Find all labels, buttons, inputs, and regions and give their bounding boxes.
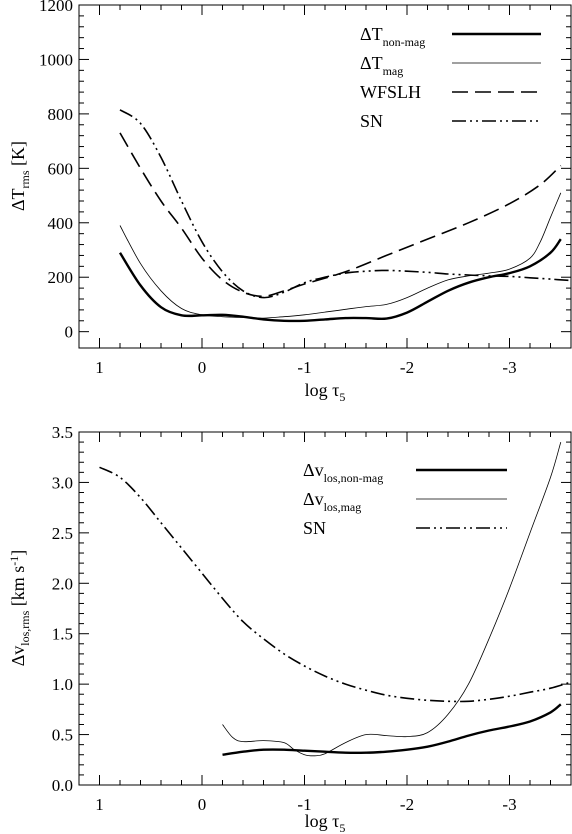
x-tick-label: 1 [95,795,104,814]
x-tick-label: 0 [198,358,207,377]
y-tick-label: 1000 [39,50,73,69]
y-tick-label: 0.0 [52,776,73,795]
y-tick-label: 0.5 [52,726,73,745]
legend-label-2: SN [303,518,326,538]
y-tick-label: 200 [48,268,74,287]
x-axis-title: log τ5 [305,811,346,834]
series-line-2 [119,132,562,298]
legend-label-0: Δvlos,non-mag [303,460,383,485]
x-tick-label: -3 [502,795,516,814]
y-tick-label: 1.5 [52,625,73,644]
ticks: 1 0 -1 -2 -3 0 200 400 600 800 1000 1200 [39,0,571,377]
x-tick-label: -2 [400,795,414,814]
legend: ΔTnon-mag ΔTmag WFSLH SN [360,24,541,131]
legend-label-2: WFSLH [360,82,421,102]
y-axis-title: ΔTrms [K] [8,141,32,211]
y-axis-title: Δvlos,rms [km s-1] [7,550,32,667]
y-tick-label: 2.5 [52,524,73,543]
series-line-0 [222,703,562,756]
y-tick-label: 1200 [39,0,73,15]
x-tick-label: 1 [95,358,104,377]
x-tick-label: -1 [297,795,311,814]
legend-label-1: Δvlos,mag [303,489,361,514]
series-line-2 [99,466,572,703]
series-line-3 [119,109,572,299]
series-line-1 [119,192,562,319]
x-tick-label: 0 [198,795,207,814]
x-axis-title: log τ5 [305,380,346,404]
series-group [118,109,572,323]
legend-label-3: SN [360,111,383,131]
ticks: 1 0 -1 -2 -3 0.0 0.5 1.0 1.5 2.0 2.5 3.0 3.5 [52,423,571,814]
y-tick-label: 1.0 [52,675,73,694]
series-line-0 [118,238,562,323]
x-tick-label: -3 [502,358,516,377]
series-group [99,441,572,757]
x-tick-label: -1 [297,358,311,377]
velocity-panel: 1 0 -1 -2 -3 0.0 0.5 1.0 1.5 2.0 2.5 3.0 3.5 Δvlos,n… [7,423,572,834]
legend-label-0: ΔTnon-mag [360,24,425,49]
y-tick-label: 600 [48,159,74,178]
y-tick-label: 400 [48,214,74,233]
y-tick-label: 2.0 [52,574,73,593]
series-line-1 [222,441,562,757]
x-tick-label: -2 [400,358,414,377]
y-tick-label: 0 [65,323,74,342]
legend: Δvlos,non-mag Δvlos,mag SN [303,460,507,538]
y-tick-label: 800 [48,105,74,124]
y-tick-label: 3.5 [52,423,73,442]
legend-label-1: ΔTmag [360,53,403,78]
plot-frame [78,4,572,349]
y-tick-label: 3.0 [52,473,73,492]
